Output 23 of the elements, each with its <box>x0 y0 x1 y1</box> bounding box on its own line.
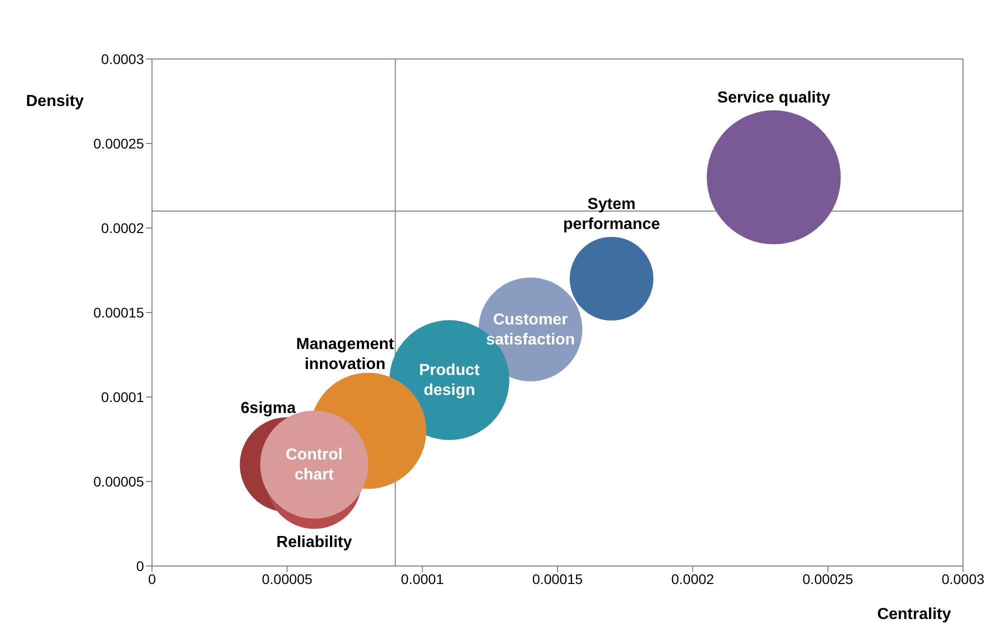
y-axis-title: Density <box>26 93 84 110</box>
y-tick-label: 0.00005 <box>93 473 144 490</box>
x-tick-label: 0.00015 <box>532 570 584 587</box>
x-tick-label: 0 <box>148 570 156 587</box>
x-tick-label: 0.0002 <box>671 570 714 587</box>
series-label: Service quality <box>717 89 830 106</box>
series-label: 6sigma <box>240 400 296 418</box>
y-tick-label: 0.0001 <box>101 388 144 405</box>
x-tick-label: 0.0001 <box>400 570 444 587</box>
x-tick-label: 0.00025 <box>802 570 854 587</box>
y-tick-label: 0.00015 <box>93 304 144 320</box>
x-axis-title: Centrality <box>877 606 952 623</box>
x-tick-label: 0.00005 <box>262 570 313 587</box>
series-label: Reliability <box>276 534 352 551</box>
y-tick-label: 0.0002 <box>101 220 144 236</box>
y-tick-label: 0.0003 <box>101 50 144 67</box>
y-tick-label: 0 <box>136 558 144 574</box>
series-label: Management innovation <box>296 336 395 373</box>
series-label: Sytem performance <box>563 196 660 233</box>
y-tick-label: 0.00025 <box>93 135 144 152</box>
x-tick-label: 0.0003 <box>942 570 985 587</box>
series-label: Control chart <box>286 446 343 484</box>
series-label: Product design <box>419 362 480 400</box>
